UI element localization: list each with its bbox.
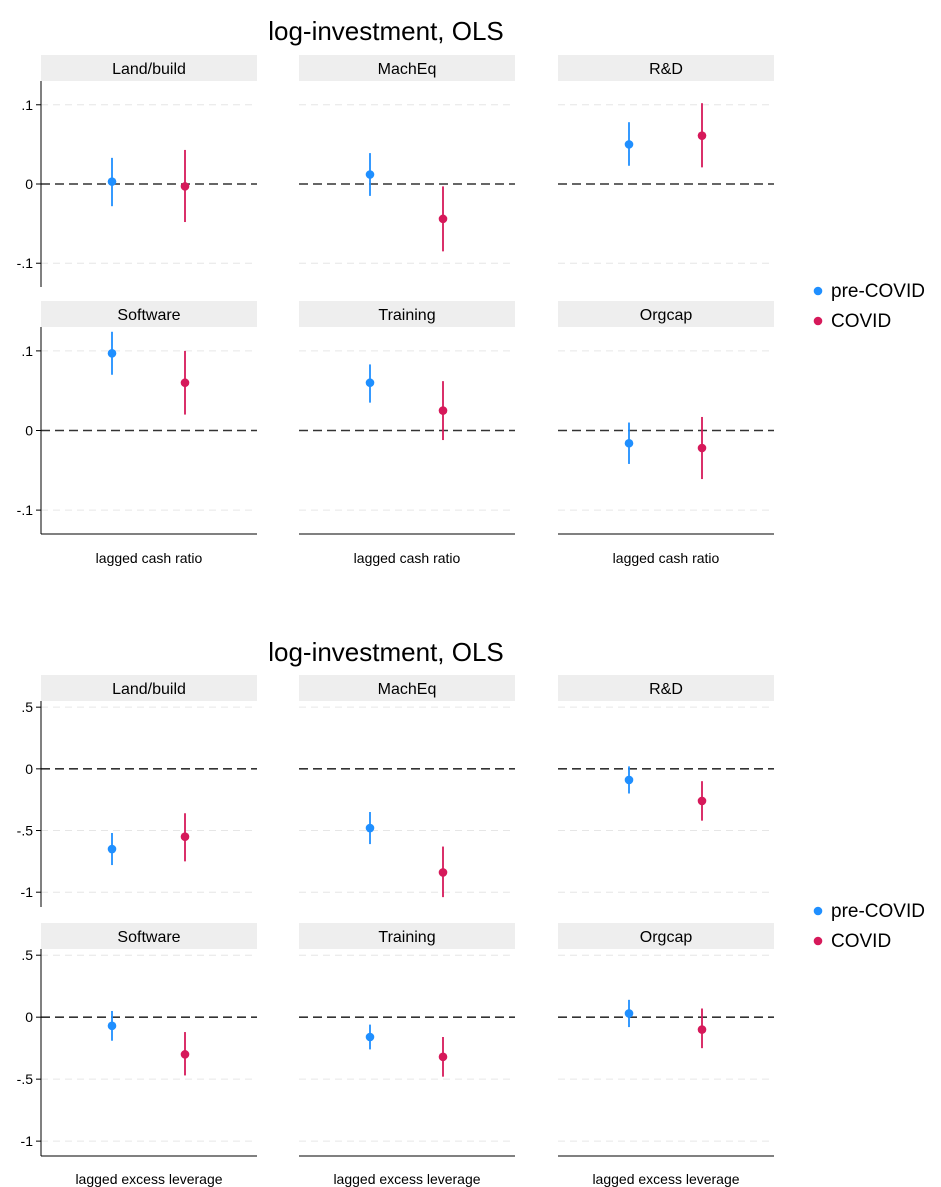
x-axis-label: lagged excess leverage xyxy=(592,1171,739,1187)
x-axis-label: lagged excess leverage xyxy=(75,1171,222,1187)
panel-label: Orgcap xyxy=(640,929,693,946)
legend-label: pre-COVID xyxy=(831,281,925,302)
pre-covid-point xyxy=(624,775,634,785)
covid-point xyxy=(180,832,190,841)
legend-label: pre-COVID xyxy=(831,901,925,922)
panel-training: Training lagged cash ratio xyxy=(299,301,515,566)
pre-covid-point xyxy=(107,1021,117,1031)
y-tick-label: 0 xyxy=(25,1009,33,1025)
panel-land-build: Land/build .5 0 -.5 -1 xyxy=(17,675,257,907)
y-tick-label: -.1 xyxy=(17,502,34,518)
covid-point xyxy=(180,1050,190,1059)
panel-label: Training xyxy=(378,307,435,324)
pre-covid-point xyxy=(365,170,375,179)
panel-strip xyxy=(299,55,515,81)
covid-point xyxy=(697,1025,707,1034)
panel-strip xyxy=(558,923,774,949)
panel-label: Software xyxy=(117,929,180,946)
covid-point xyxy=(697,796,707,806)
panel-strip xyxy=(558,675,774,701)
covid-point xyxy=(180,378,190,388)
y-tick-label: -1 xyxy=(21,1133,34,1149)
y-tick-label: -.1 xyxy=(17,255,34,271)
chart-2: log-investment, OLS Land/build .5 0 -.5 -1 Mac… xyxy=(17,637,925,1187)
pre-covid-point xyxy=(624,1009,634,1018)
covid-point xyxy=(438,868,448,877)
legend: pre-COVID COVID xyxy=(813,901,925,952)
covid-point xyxy=(180,182,190,191)
panel-strip xyxy=(299,675,515,701)
y-tick-label: -.5 xyxy=(17,823,34,839)
y-tick-label: .5 xyxy=(21,699,33,715)
panel-macheq: MachEq xyxy=(299,675,515,898)
legend: pre-COVID COVID xyxy=(813,281,925,332)
panel-software: Software .1 0 -.1 lagged cash ratio xyxy=(17,301,257,566)
chart-title: log-investment, OLS xyxy=(268,637,504,667)
panel-orgcap: Orgcap lagged excess leverage xyxy=(558,923,774,1187)
panel-label: Orgcap xyxy=(640,307,693,324)
panel-land-build: Land/build .1 0 -.1 xyxy=(17,55,257,287)
panel-strip xyxy=(299,301,515,327)
x-axis-label: lagged cash ratio xyxy=(96,550,203,566)
panel-software: Software .5 0 -.5 -1 lagged excess leverage xyxy=(17,923,257,1187)
covid-point xyxy=(697,131,707,140)
legend-marker-covid xyxy=(813,936,823,946)
pre-covid-point xyxy=(365,1032,375,1042)
panel-orgcap: Orgcap lagged cash ratio xyxy=(558,301,774,566)
y-tick-label: -1 xyxy=(21,884,34,900)
panel-label: MachEq xyxy=(378,61,437,78)
panel-r-d: R&D xyxy=(558,675,774,893)
panel-label: Land/build xyxy=(112,61,186,78)
legend-marker-pre-covid xyxy=(813,906,823,916)
panel-label: Software xyxy=(117,307,180,324)
y-tick-label: .1 xyxy=(21,97,33,113)
panel-strip xyxy=(299,923,515,949)
panel-label: Land/build xyxy=(112,681,186,698)
panel-label: R&D xyxy=(649,61,683,78)
panel-label: Training xyxy=(378,929,435,946)
pre-covid-point xyxy=(624,438,634,448)
panel-strip xyxy=(558,301,774,327)
panel-strip xyxy=(41,675,257,701)
legend-marker-pre-covid xyxy=(813,286,823,296)
legend-label: COVID xyxy=(831,931,891,952)
pre-covid-point xyxy=(107,177,117,186)
y-tick-label: 0 xyxy=(25,176,33,192)
covid-point xyxy=(697,443,707,453)
pre-covid-point xyxy=(107,844,117,854)
panel-label: MachEq xyxy=(378,681,437,698)
chart-1: log-investment, OLS Land/build .1 0 -.1 MachE… xyxy=(17,16,925,566)
chart-title: log-investment, OLS xyxy=(268,16,504,46)
y-tick-label: -.5 xyxy=(17,1071,34,1087)
pre-covid-point xyxy=(107,348,117,358)
panel-macheq: MachEq xyxy=(299,55,515,264)
panel-strip xyxy=(41,923,257,949)
x-axis-label: lagged cash ratio xyxy=(354,550,461,566)
legend-label: COVID xyxy=(831,311,891,332)
panel-training: Training lagged excess leverage xyxy=(299,923,515,1187)
panel-strip xyxy=(41,55,257,81)
legend-marker-covid xyxy=(813,316,823,326)
covid-point xyxy=(438,406,448,415)
covid-point xyxy=(438,214,448,224)
y-tick-label: 0 xyxy=(25,761,33,777)
y-tick-label: 0 xyxy=(25,423,33,439)
x-axis-label: lagged excess leverage xyxy=(333,1171,480,1187)
covid-point xyxy=(438,1052,448,1062)
panel-strip xyxy=(558,55,774,81)
panel-strip xyxy=(41,301,257,327)
panel-r-d: R&D xyxy=(558,55,774,264)
pre-covid-point xyxy=(365,823,375,833)
pre-covid-point xyxy=(365,378,375,388)
y-tick-label: .1 xyxy=(21,343,33,359)
panel-label: R&D xyxy=(649,681,683,698)
x-axis-label: lagged cash ratio xyxy=(613,550,720,566)
y-tick-label: .5 xyxy=(21,947,33,963)
pre-covid-point xyxy=(624,140,634,149)
